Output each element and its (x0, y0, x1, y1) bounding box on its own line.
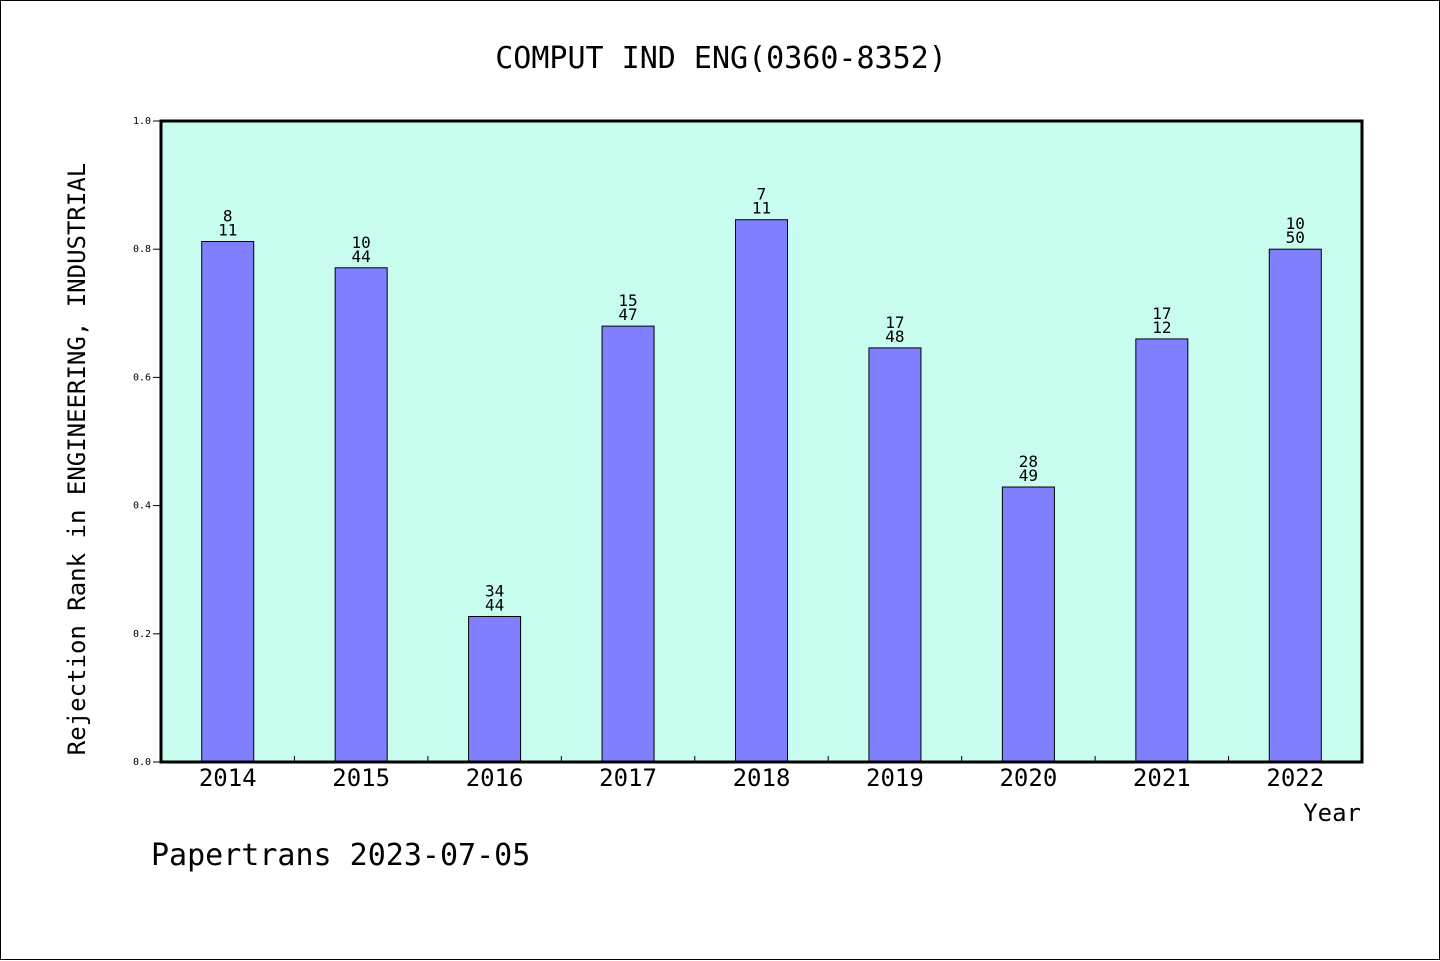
x-tick-label-2014: 2014 (199, 764, 257, 792)
bar-2014 (201, 241, 255, 763)
total-label-2019: 48 (885, 327, 904, 346)
x-tick-label-2021: 2021 (1133, 764, 1191, 792)
rank-label-2022: 10 (1286, 214, 1305, 233)
total-label-2015: 44 (352, 247, 371, 266)
total-label-2021: 12 (1152, 318, 1171, 337)
x-tick-label-2022: 2022 (1266, 764, 1324, 792)
bar-2017 (601, 325, 655, 763)
rank-label-2020: 28 (1019, 452, 1038, 471)
bar-2015 (334, 267, 388, 763)
rank-label-2014: 8 (223, 207, 233, 226)
chart-title: COMPUT IND ENG(0360-8352) (495, 41, 947, 76)
x-tick-label-2019: 2019 (866, 764, 924, 792)
x-axis: 2014 2015 2016 2017 2018 2019 2020 2021 2022 (199, 756, 1324, 792)
y-tick-label-0.6: 0.6 (133, 372, 151, 383)
y-axis: 0.0 0.2 0.4 0.6 0.8 1.0 (133, 116, 161, 768)
rank-label-2018: 7 (757, 185, 767, 204)
y-tick-label-0.2: 0.2 (133, 629, 151, 640)
total-label-2016: 44 (485, 595, 504, 614)
total-label-2020: 49 (1019, 466, 1038, 485)
rank-label-2019: 17 (885, 313, 904, 332)
total-label-2017: 47 (618, 305, 637, 324)
y-tick-label-0.4: 0.4 (133, 501, 151, 512)
total-label-2022: 50 (1286, 228, 1305, 247)
plot-border (159, 119, 1364, 764)
total-label-2018: 11 (752, 199, 771, 218)
y-tick-label-1.0: 1.0 (133, 116, 151, 127)
total-label-2014: 11 (218, 221, 237, 240)
y-axis-label: Rejection Rank in ENGINEERING, INDUSTRIA… (63, 163, 91, 755)
x-tick-label-2016: 2016 (466, 764, 524, 792)
rank-label-2017: 15 (618, 291, 637, 310)
bar-2019 (868, 347, 922, 763)
x-tick-label-2017: 2017 (599, 764, 657, 792)
footer-text: Papertrans 2023-07-05 (151, 838, 530, 873)
bar-2018 (735, 219, 788, 763)
rank-label-2016: 34 (485, 581, 504, 600)
bar-2021 (1135, 338, 1189, 763)
bar-2020 (1001, 486, 1055, 763)
x-tick-label-2018: 2018 (733, 764, 791, 792)
bar-2016 (468, 615, 522, 763)
rank-label-2021: 17 (1152, 304, 1171, 323)
x-tick-label-2015: 2015 (332, 764, 390, 792)
bars (201, 219, 1322, 763)
y-tick-label-0.8: 0.8 (133, 244, 151, 255)
y-tick-label-0.0: 0.0 (133, 757, 151, 768)
x-tick-label-2020: 2020 (999, 764, 1057, 792)
bar-2022 (1268, 248, 1322, 763)
x-axis-label: Year (1303, 799, 1361, 827)
rank-label-2015: 10 (352, 233, 371, 252)
